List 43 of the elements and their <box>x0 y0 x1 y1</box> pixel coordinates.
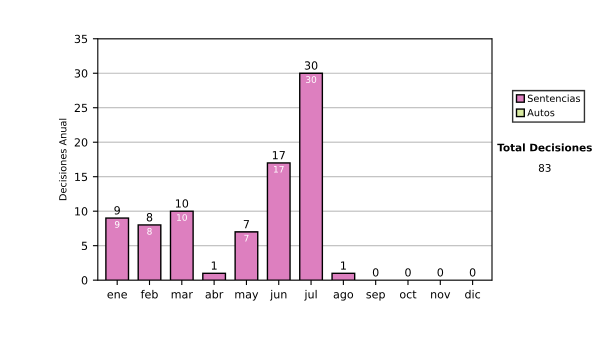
total-label: 1 <box>212 261 217 270</box>
x-tick-label: ago <box>334 292 354 301</box>
y-tick-label: 15 <box>75 172 88 182</box>
total-label: 1 <box>341 261 346 270</box>
total-label: 30 <box>304 61 318 70</box>
y-tick-label: 5 <box>82 242 88 250</box>
x-tick-label: mar <box>172 292 193 298</box>
data-label: 30 <box>306 76 316 83</box>
total-label: 0 <box>405 268 411 277</box>
x-tick-label: dic <box>465 290 480 298</box>
data-label: 17 <box>274 166 284 173</box>
data-label: 8 <box>147 228 152 235</box>
x-tick-label: jun <box>270 290 286 301</box>
y-axis-title: Decisiones Anual <box>58 118 66 200</box>
y-tick-label: 10 <box>75 207 88 216</box>
x-tick-label: jul <box>304 290 317 301</box>
total-label: 0 <box>470 268 476 277</box>
total-label: 17 <box>272 151 285 160</box>
x-tick-label: sep <box>366 292 385 301</box>
data-label: 7 <box>244 234 249 242</box>
total-label: 10 <box>176 199 188 208</box>
text: Total Decisiones <box>497 143 592 152</box>
data-label: 10 <box>177 214 187 221</box>
y-tick-label: 30 <box>74 69 88 78</box>
text: 83 <box>538 164 551 172</box>
x-tick-label: oct <box>400 290 416 298</box>
x-tick-label: feb <box>140 290 158 298</box>
legend-label: Sentencias <box>528 94 580 102</box>
total-label: 0 <box>372 268 378 277</box>
total-label: 0 <box>438 268 444 277</box>
y-tick-label: 35 <box>74 34 88 44</box>
y-tick-label: 20 <box>74 138 88 147</box>
x-tick-label: abr <box>206 290 224 298</box>
data-label: 9 <box>114 221 120 228</box>
x-tick-label: ene <box>107 292 127 298</box>
y-tick-label: 25 <box>74 104 88 112</box>
x-tick-label: nov <box>431 292 450 298</box>
y-tick-label: 0 <box>82 276 88 285</box>
legend-label: Autos <box>527 109 554 116</box>
total-label: 7 <box>244 220 250 228</box>
total-label: 8 <box>146 213 152 222</box>
total-label: 9 <box>114 206 120 215</box>
x-tick-label: may <box>235 292 258 301</box>
